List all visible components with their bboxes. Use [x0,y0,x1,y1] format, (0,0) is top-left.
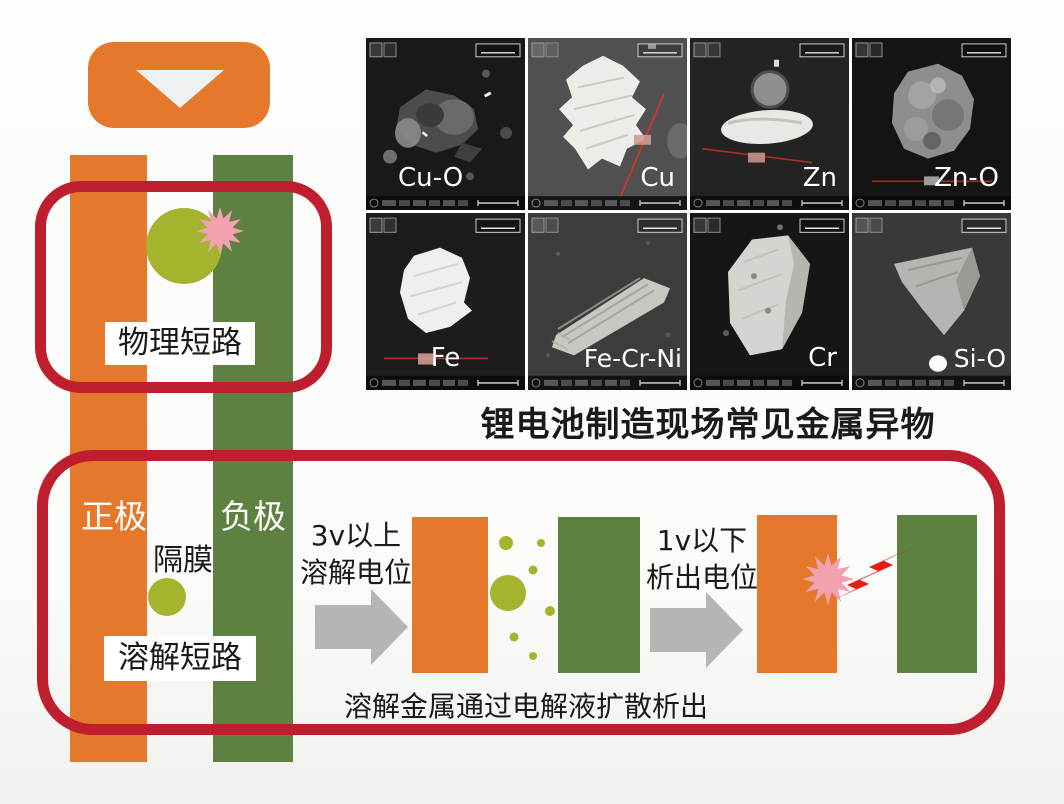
sem-image-fe [366,213,525,390]
arrow-right-icon [650,592,743,668]
sem-image-zn [690,38,849,210]
sem-cell-fe: Fe [366,213,525,390]
separator-label: 隔膜 [153,543,213,578]
sem-label: Zn [802,163,837,193]
triangle-down-icon [136,70,224,108]
separator-particle-icon [148,578,186,616]
sem-label: Cr [808,343,837,373]
dissolution-potential-label: 3v以上 溶解电位 [290,517,422,591]
sem-cell-cu: Cu [528,38,687,210]
cell2-positive-bar [757,515,837,673]
step2-line1: 1v以下 [656,524,748,557]
sem-cell-fe-cr-ni: Fe-Cr-Ni [528,213,687,390]
negative-electrode-label: 负极 [220,497,286,536]
physical-short-label: 物理短路 [105,322,255,365]
sem-label: Zn-O [934,163,999,193]
metal-particle-icon [146,208,222,284]
sem-cell-zn-o: Zn-O [852,38,1011,210]
cell2-negative-bar [897,515,977,673]
sem-grid-caption: 锂电池制造现场常见金属异物 [480,405,936,445]
sem-cell-cu-o: Cu-O [366,38,525,210]
cell1-positive-bar [412,517,488,673]
sem-label: Cu [640,163,675,193]
cell1-negative-bar [558,517,640,673]
sem-label: Cu-O [398,163,464,193]
sem-image-si-o [852,213,1011,390]
sem-label: Fe [430,343,461,373]
step1-line2: 溶解电位 [299,556,412,589]
dissolved-ion-dots [490,536,555,660]
sem-image-cu [528,38,687,210]
sem-cell-zn: Zn [690,38,849,210]
sem-cell-cr: Cr [690,213,849,390]
sem-image-zn-o [852,38,1011,210]
sem-image-fe-cr-ni [528,213,687,390]
sem-image-grid: Cu-O Cu [366,38,1011,390]
step1-line1: 3v以上 [310,519,402,552]
dissolve-flow-caption: 溶解金属通过电解液扩散析出 [343,690,708,723]
sem-label: Si-O [953,344,1006,373]
positive-electrode-label: 正极 [81,497,147,536]
dissolve-short-label: 溶解短路 [104,636,256,681]
arrow-right-icon [315,589,408,665]
orange-badge [88,42,270,128]
deposition-potential-label: 1v以下 析出电位 [636,522,768,596]
sem-image-cu-o [366,38,525,210]
sem-cell-si-o: Si-O [852,213,1011,390]
sem-label: Fe-Cr-Ni [583,344,682,373]
sem-image-cr [690,213,849,390]
step2-line2: 析出电位 [645,561,758,594]
